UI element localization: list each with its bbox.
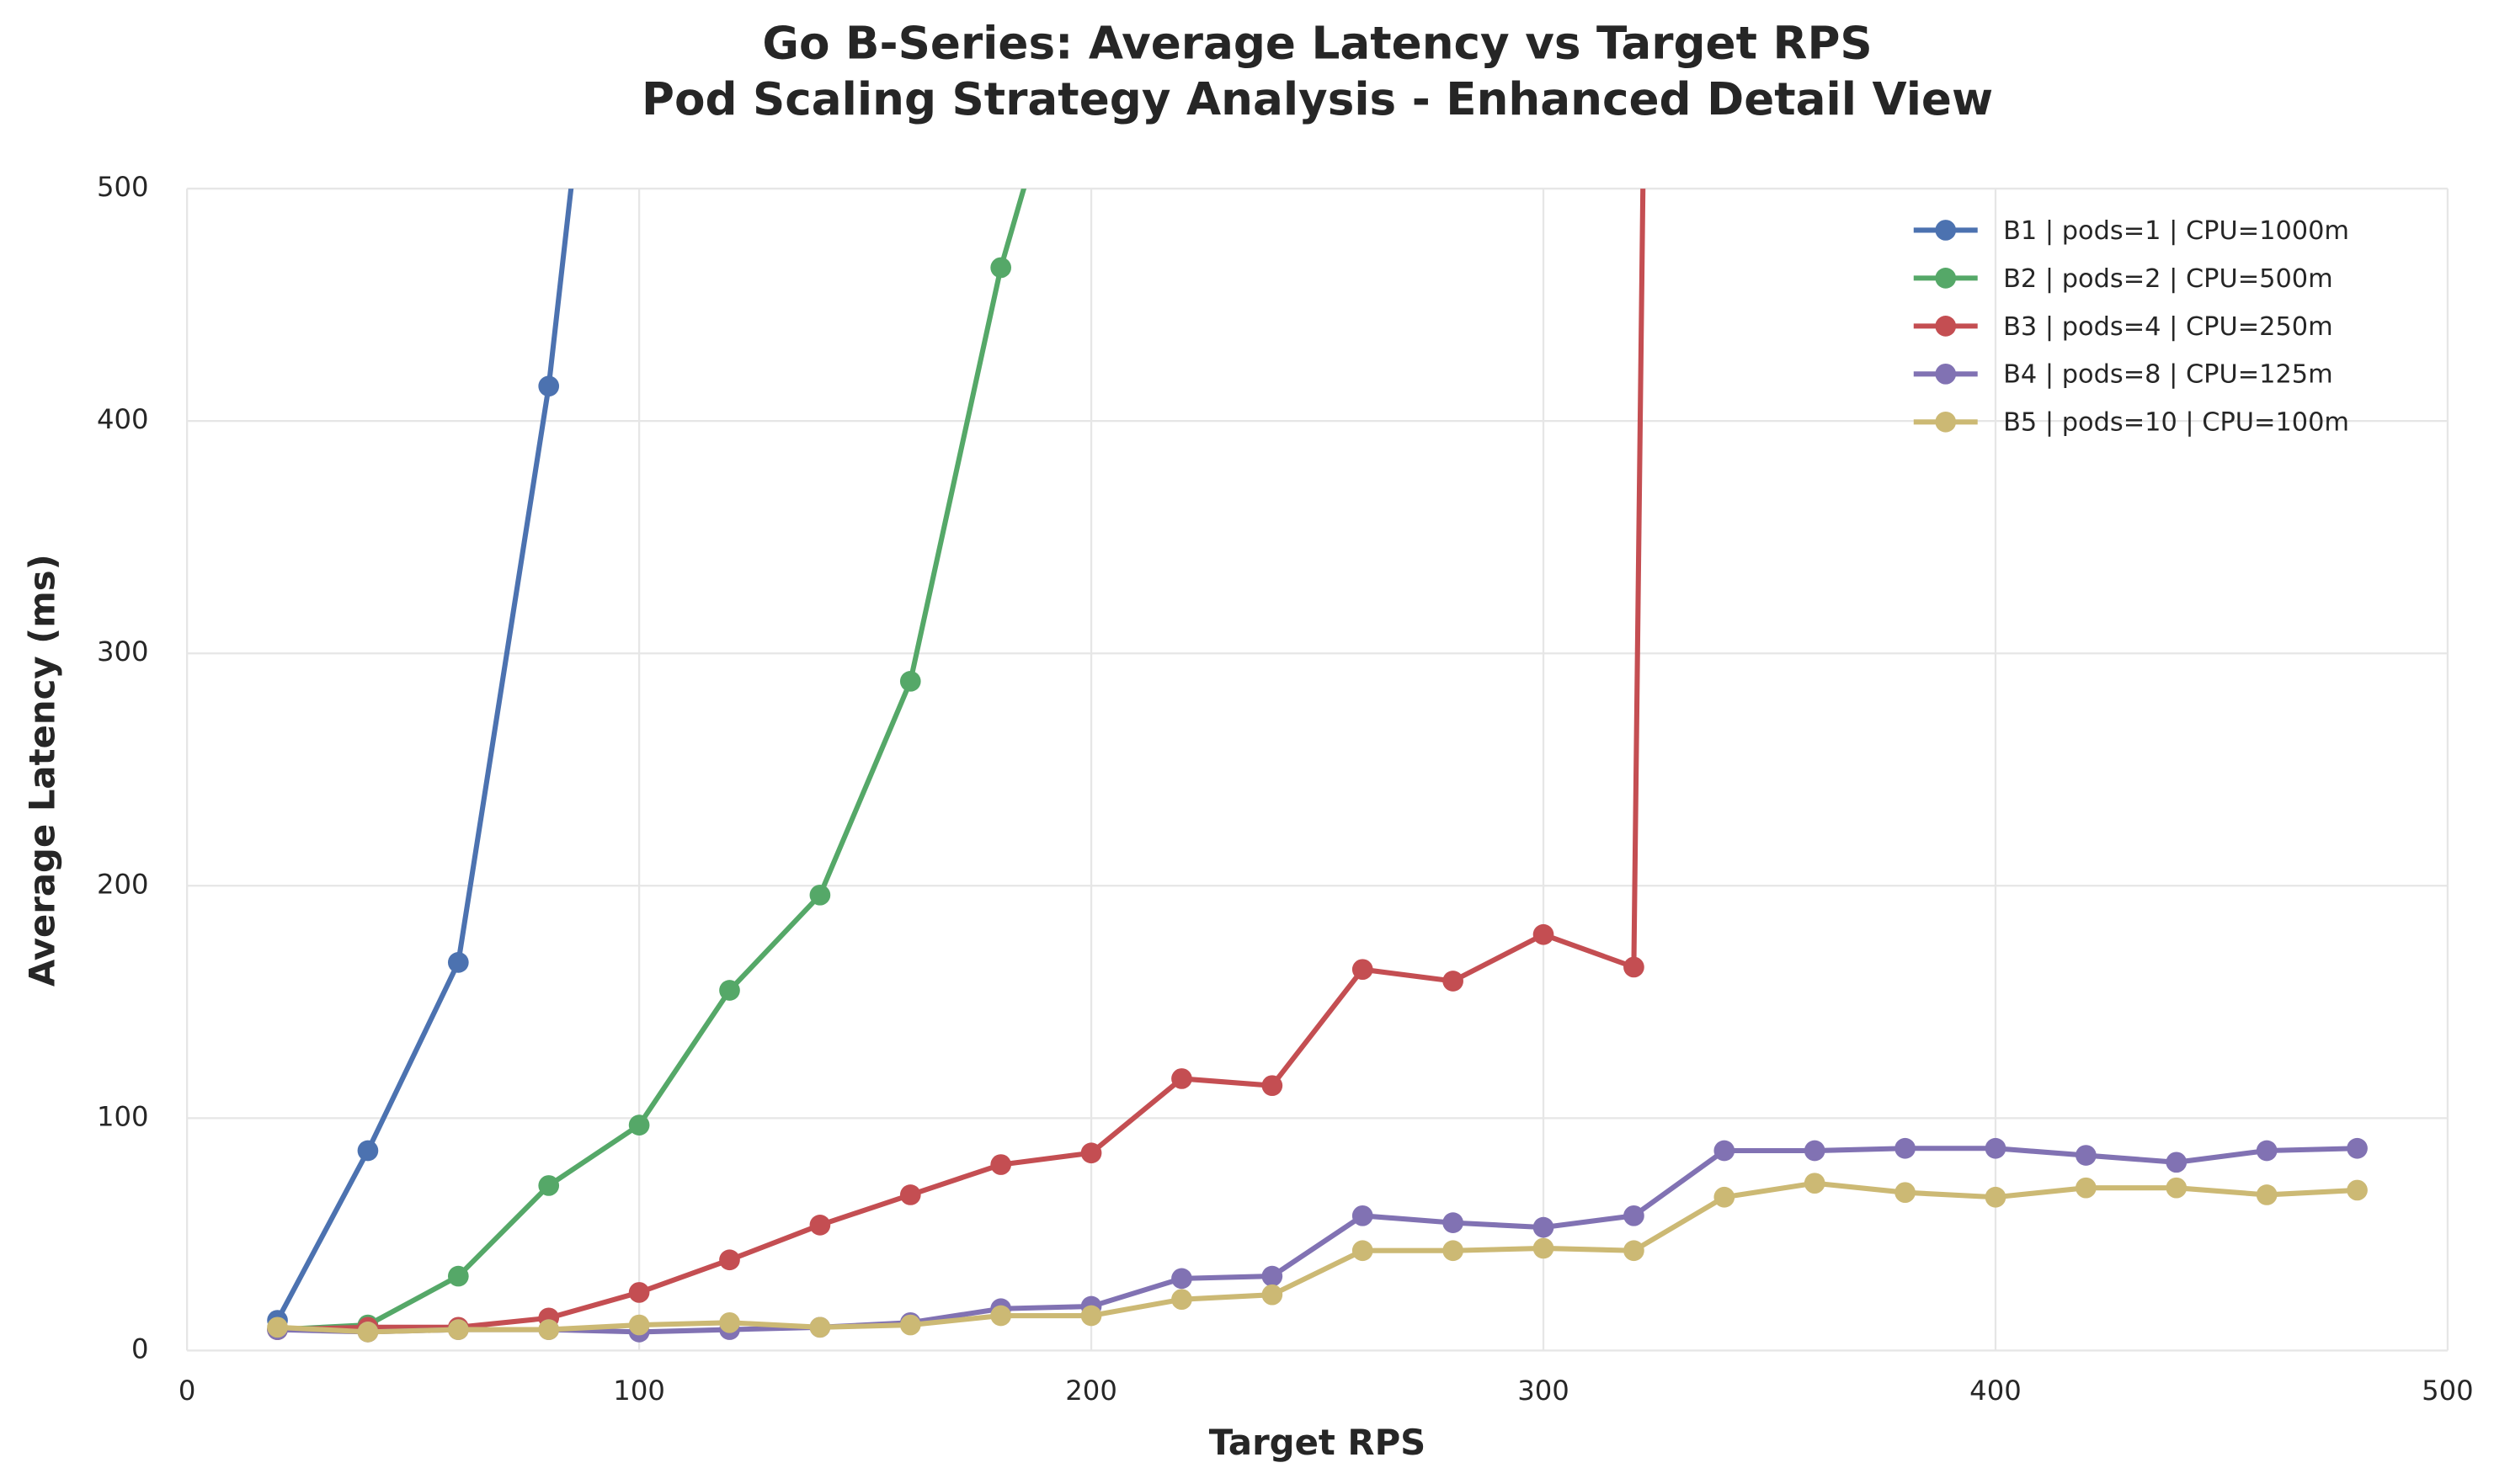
data-point: [2166, 1177, 2188, 1199]
data-point: [1804, 1140, 1825, 1162]
series-line: [277, 189, 1646, 1332]
data-point: [1532, 1237, 1554, 1259]
data-point: [447, 1265, 469, 1287]
data-point: [447, 952, 469, 973]
legend-label: B5 | pods=10 | CPU=100m: [2003, 408, 2349, 438]
legend-marker: [1935, 316, 1957, 337]
data-point: [1351, 1240, 1373, 1262]
data-point: [899, 1314, 921, 1336]
legend-label: B2 | pods=2 | CPU=500m: [2003, 264, 2333, 294]
data-point: [899, 671, 921, 692]
data-point: [2256, 1184, 2278, 1205]
data-point: [2076, 1177, 2097, 1199]
y-tick-label: 0: [131, 1332, 149, 1364]
data-point: [809, 884, 831, 906]
data-point: [447, 1319, 469, 1340]
data-point: [990, 1154, 1012, 1175]
series-line: [277, 189, 1027, 1332]
data-point: [1171, 1068, 1192, 1089]
data-point: [1171, 1289, 1192, 1311]
data-point: [1623, 1205, 1644, 1226]
y-tick-label: 500: [97, 171, 149, 203]
data-point: [1261, 1284, 1283, 1306]
data-point: [719, 980, 740, 1001]
data-point: [1261, 1075, 1283, 1097]
legend-marker: [1935, 220, 1957, 241]
data-point: [1080, 1142, 1102, 1164]
data-point: [1532, 1216, 1554, 1238]
x-tick-label: 500: [2422, 1375, 2474, 1407]
y-tick-label: 100: [97, 1100, 149, 1132]
data-point: [1894, 1182, 1916, 1204]
data-point: [1623, 1240, 1644, 1262]
legend-label: B3 | pods=4 | CPU=250m: [2003, 312, 2333, 342]
data-point: [538, 1175, 560, 1196]
data-point: [2256, 1140, 2278, 1162]
data-point: [1985, 1137, 2006, 1159]
data-point: [1985, 1186, 2006, 1208]
data-point: [990, 257, 1012, 279]
data-point: [719, 1249, 740, 1271]
data-point: [357, 1322, 379, 1343]
data-point: [1804, 1173, 1825, 1194]
data-point: [719, 1311, 740, 1333]
data-point: [357, 1140, 379, 1162]
data-point: [1080, 1305, 1102, 1327]
y-tick-label: 400: [97, 403, 149, 435]
data-point: [1442, 1240, 1463, 1262]
y-tick-label: 200: [97, 868, 149, 900]
data-point: [628, 1314, 650, 1336]
data-point: [1351, 959, 1373, 981]
data-point: [1442, 971, 1463, 992]
data-point: [267, 1316, 288, 1338]
x-tick-label: 200: [1065, 1375, 1117, 1407]
y-tick-label: 300: [97, 636, 149, 668]
series-line: [274, 189, 574, 1322]
x-tick-label: 100: [613, 1375, 665, 1407]
data-point: [2347, 1179, 2368, 1201]
legend-marker: [1935, 268, 1957, 289]
chart-subtitle: Pod Scaling Strategy Analysis - Enhanced…: [642, 73, 1993, 125]
data-point: [1713, 1140, 1735, 1162]
data-point: [2166, 1152, 2188, 1173]
chart-title: Go B-Series: Average Latency vs Target R…: [762, 18, 1872, 70]
data-point: [1261, 1265, 1283, 1287]
x-axis-label: Target RPS: [1209, 1422, 1426, 1463]
data-point: [1894, 1137, 1916, 1159]
data-point: [809, 1215, 831, 1236]
legend-label: B1 | pods=1 | CPU=1000m: [2003, 216, 2349, 246]
x-tick-label: 400: [1969, 1375, 2022, 1407]
grid: 0 100 200 300 400 500 0 100 200 300 400 500: [97, 171, 2474, 1407]
legend-label: B4 | pods=8 | CPU=125m: [2003, 360, 2333, 390]
data-point: [1351, 1205, 1373, 1226]
data-point: [1442, 1212, 1463, 1233]
data-point: [990, 1305, 1012, 1327]
legend-marker: [1935, 363, 1957, 385]
data-point: [1623, 956, 1644, 978]
data-point: [538, 1319, 560, 1340]
series-line: [277, 1146, 2358, 1335]
x-tick-label: 0: [179, 1375, 196, 1407]
data-point: [809, 1316, 831, 1338]
data-point: [2076, 1145, 2097, 1166]
data-point: [899, 1184, 921, 1205]
data-point: [2347, 1137, 2368, 1159]
data-point: [628, 1282, 650, 1303]
y-axis-label: Average Latency (ms): [22, 554, 63, 987]
data-point: [1532, 923, 1554, 945]
data-point: [1171, 1268, 1192, 1290]
data-point: [1713, 1186, 1735, 1208]
data-point: [628, 1114, 650, 1136]
legend-marker: [1935, 411, 1957, 433]
x-tick-label: 300: [1517, 1375, 1569, 1407]
legend: B1 | pods=1 | CPU=1000m B2 | pods=2 | CPU…: [1913, 216, 2349, 438]
series-line: [277, 1180, 2358, 1335]
data-point: [538, 375, 560, 397]
plot-area: [267, 189, 2368, 1343]
